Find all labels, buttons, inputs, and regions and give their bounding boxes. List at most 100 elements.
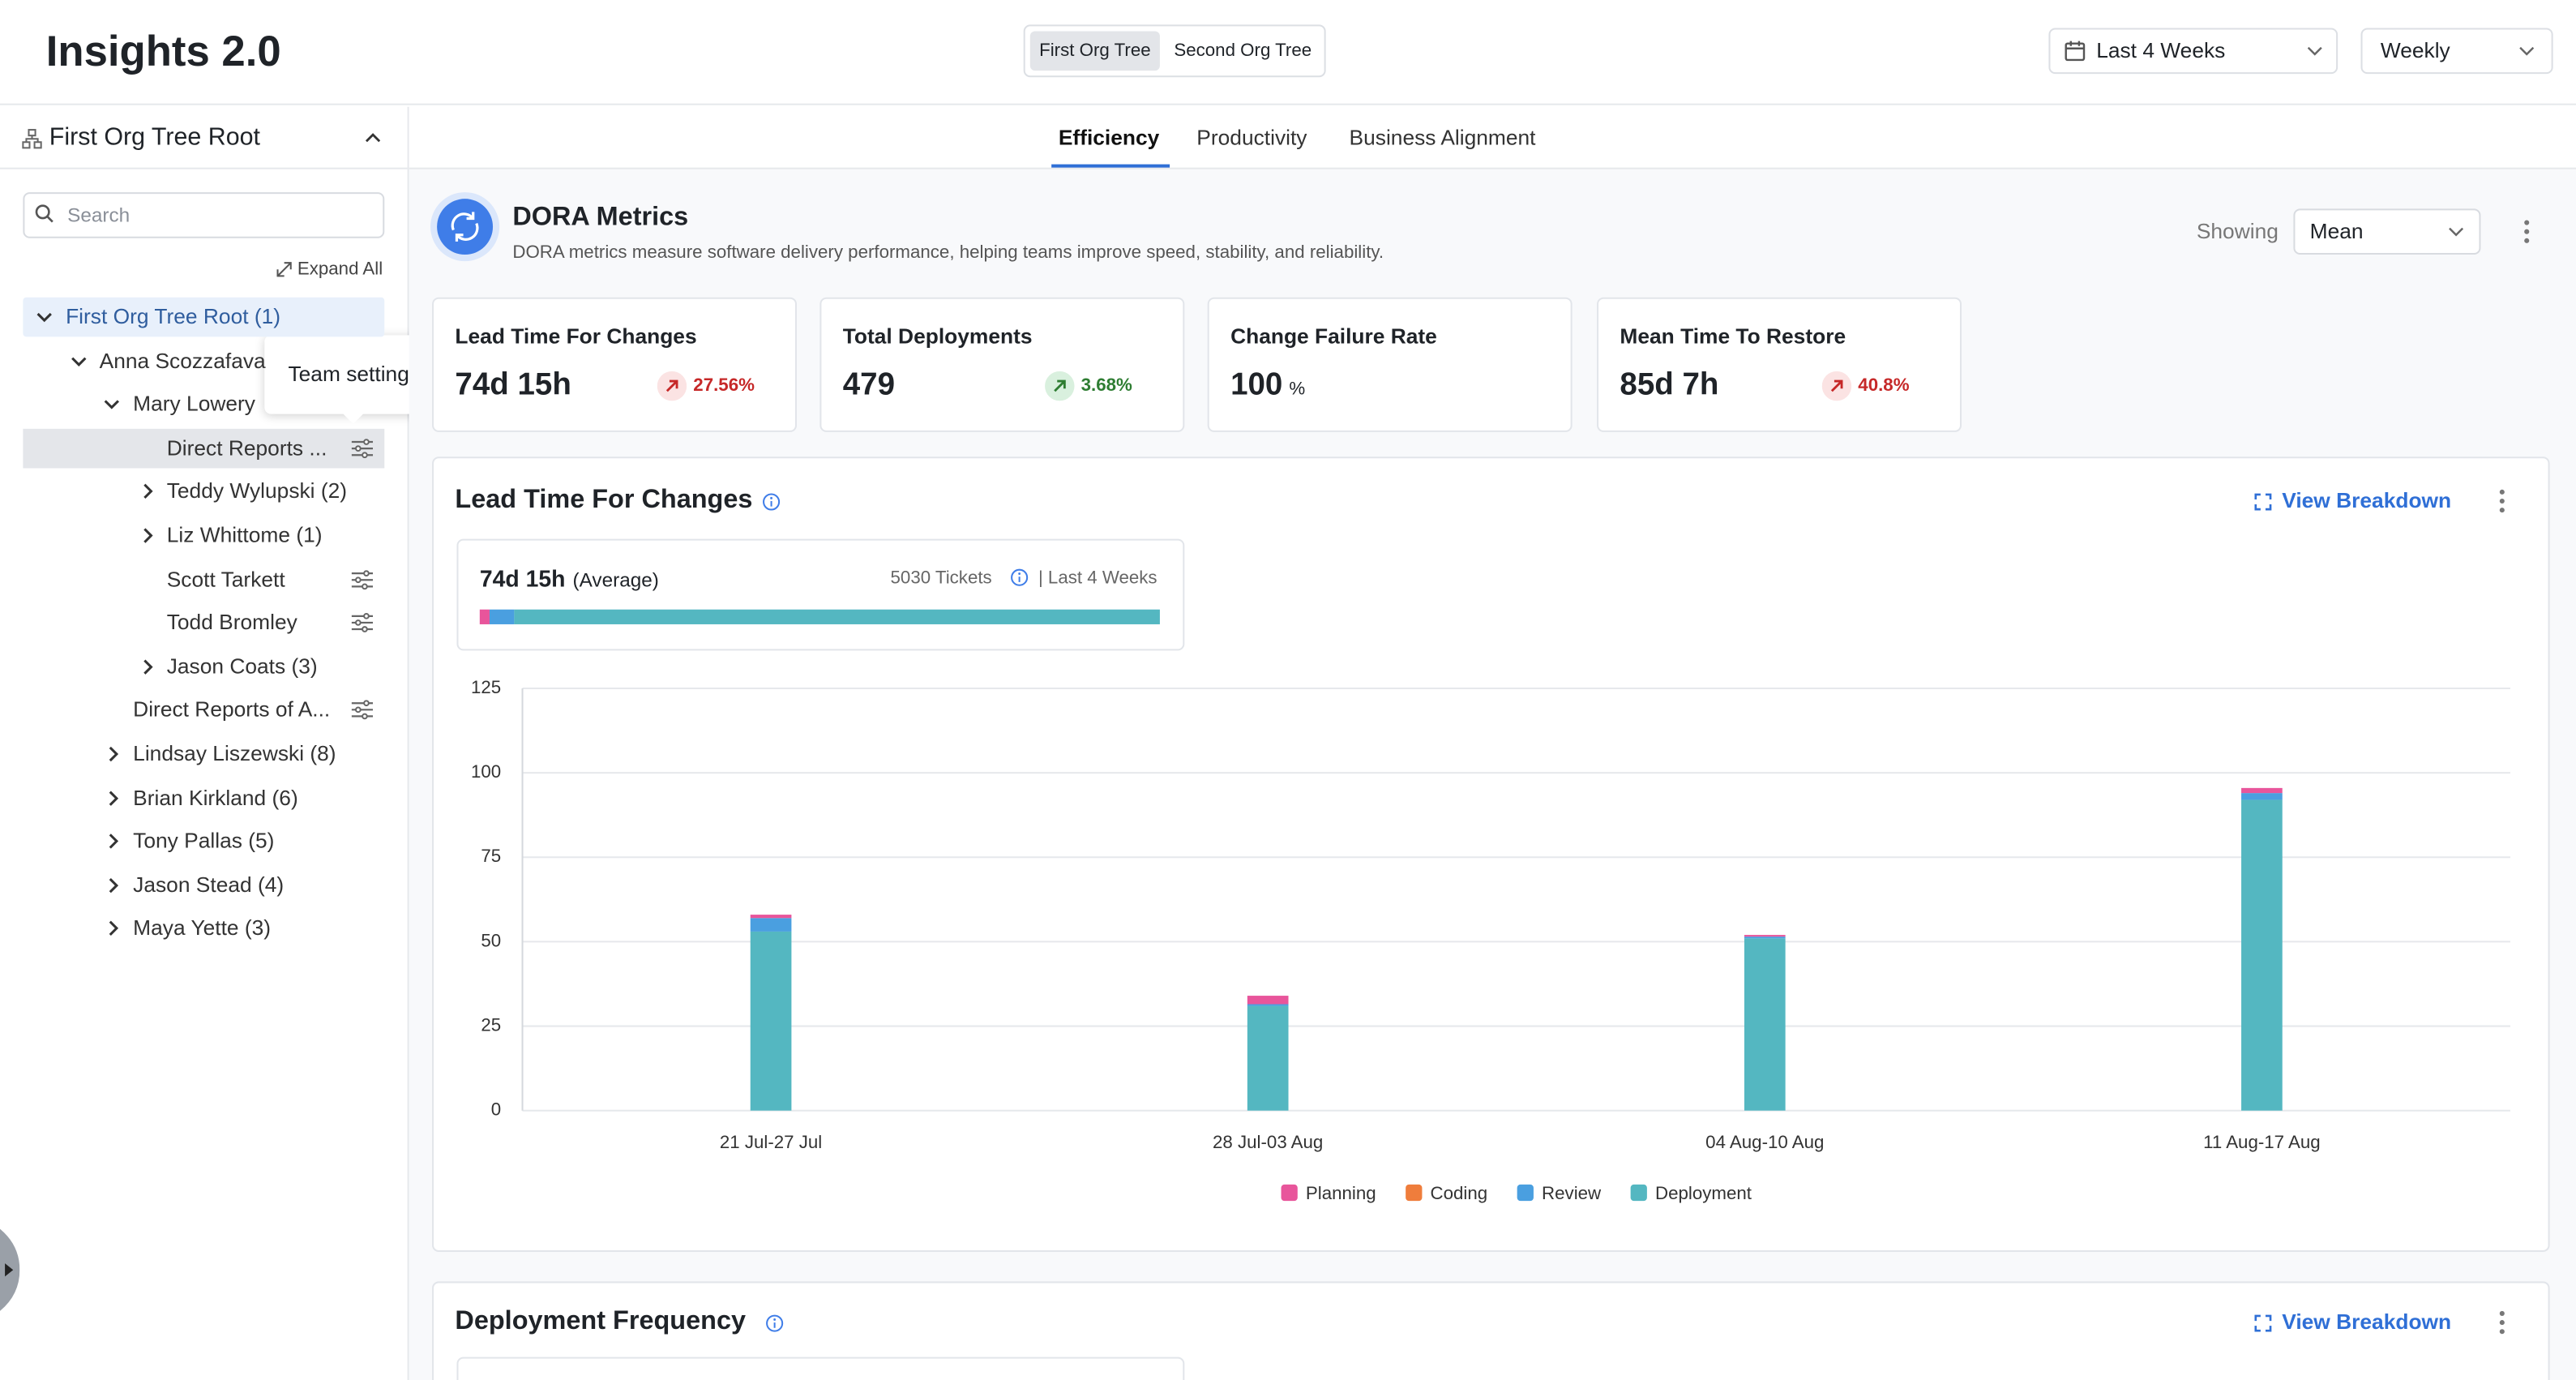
search-icon [35,204,53,223]
tree-row-label[interactable]: Jason Stead (4) [133,872,285,897]
metric-name: Lead Time For Changes [455,324,697,349]
chevron-up[interactable] [365,131,381,144]
chevron-closed[interactable] [107,790,120,806]
team-settings-icon[interactable] [351,438,374,458]
date-range-dropdown[interactable] [2048,28,2339,75]
tree-row-label[interactable]: Todd Bromley [166,610,297,635]
y-tick-label: 25 [481,1014,501,1035]
legend-swatch [1406,1184,1423,1202]
expand-icon [276,262,292,277]
calendar-icon [2065,41,2086,62]
dora-icon [430,192,500,262]
tree-row-label[interactable]: Lindsay Liszewski (8) [133,740,336,766]
y-tick-label: 125 [471,677,501,697]
section-title: DORA Metrics [512,204,689,232]
view-breakdown[interactable]: View Breakdown [2282,487,2452,513]
y-tick-label: 75 [481,846,501,866]
date-range-value: Last 4 Weeks [2096,37,2226,62]
bar-segment [1247,1005,1289,1111]
summary-box [456,538,1185,651]
sidebar-root[interactable]: First Org Tree Root [49,122,260,152]
interval-value: Weekly [2380,37,2450,62]
tree-row-label[interactable]: Direct Reports of A... [133,696,331,722]
org-toggle-option[interactable]: First Org Tree [1029,31,1160,71]
metric-card [1597,297,1962,432]
view-breakdown[interactable]: View Breakdown [2282,1309,2452,1335]
lead-time-chart: 0 25 50 75 100 125 21 Jul-27 Jul 28 Jul-03 Aug 0… [471,677,2510,1203]
trend-icon [1821,371,1852,401]
bar-segment [750,915,792,919]
metric-name: Mean Time To Restore [1620,324,1846,349]
trend-icon [657,371,687,401]
card-title: Deployment Frequency [455,1307,747,1336]
chevron-open[interactable] [36,311,53,324]
tree-row-label[interactable]: Brian Kirkland (6) [133,784,298,810]
selected-row [23,428,385,469]
y-tick-label: 100 [471,761,501,782]
chevron-open[interactable] [104,398,120,411]
tooltip-caret [341,412,365,424]
x-tick-label: 04 Aug-10 Aug [1705,1132,1824,1152]
expand-icon [2254,1314,2272,1332]
metric-change: 27.56% [693,375,755,396]
side-handle[interactable] [0,1228,20,1311]
tree-row-label[interactable]: Teddy Wylupski (2) [166,478,348,504]
tree-row-label[interactable]: Anna Scozzafava [99,347,266,373]
chevron-open[interactable] [70,354,86,367]
org-icon [22,129,42,149]
chevron-closed[interactable] [107,920,120,936]
metric-unit: % [1289,379,1306,400]
tree-row-label[interactable]: Scott Tarkett [166,566,285,591]
metric-value: 74d 15h [455,367,571,403]
metric-change: 3.68% [1080,375,1132,396]
bar-segment [1744,938,1786,1111]
tree-row-label[interactable]: Tony Pallas (5) [133,828,275,853]
tree-row-label[interactable]: Maya Yette (3) [133,915,272,941]
bar-segment [1247,1004,1289,1006]
tree-row-label[interactable]: First Org Tree Root (1) [66,303,281,329]
summary-qualifier: (Average) [572,568,659,592]
kebab-menu[interactable] [2520,218,2533,244]
legend-label: Deployment [1655,1183,1752,1203]
ticket-count: 5030 Tickets [890,568,992,589]
chevron-closed[interactable] [140,658,153,675]
chevron-closed[interactable] [107,746,120,762]
legend-label: Review [1542,1183,1602,1203]
team-settings-icon[interactable] [351,569,374,589]
tree-row-label[interactable]: Jason Coats (3) [166,654,318,679]
legend-label: Planning [1306,1183,1376,1203]
chevron-closed[interactable] [107,877,120,894]
tab[interactable]: Efficiency [1058,124,1160,150]
tab[interactable]: Business Alignment [1349,124,1536,150]
bar-segment [2241,799,2283,1111]
tab[interactable]: Productivity [1196,124,1307,150]
summary-segment [479,609,490,624]
trend-icon [1045,371,1075,401]
chevron-down [2307,46,2322,56]
tree-row-label[interactable]: Liz Whittome (1) [166,522,323,547]
tree-row-label[interactable]: Direct Reports ... [166,435,327,460]
legend-swatch [1281,1184,1298,1202]
metric-card [432,297,797,432]
kebab-menu[interactable] [2496,488,2509,514]
showing-value: Mean [2309,218,2364,243]
chevron-down [2449,227,2464,237]
metric-value: 85d 7h [1620,367,1719,403]
tree-row-label[interactable]: Mary Lowery [133,391,256,417]
chevron-down [2519,46,2535,56]
chevron-closed[interactable] [140,527,153,543]
chevron-closed[interactable] [107,834,120,850]
org-toggle-option[interactable]: Second Org Tree [1174,41,1312,61]
search-placeholder: Search [67,204,131,227]
expand-all[interactable]: Expand All [297,259,383,280]
kebab-menu[interactable] [2496,1309,2509,1335]
team-settings-icon[interactable] [351,701,374,721]
showing-dropdown[interactable] [2293,208,2481,255]
chevron-closed[interactable] [140,483,153,499]
showing-label: Showing [2196,218,2279,243]
interval-dropdown[interactable] [2360,28,2553,75]
search-box[interactable] [23,192,385,238]
team-settings-icon[interactable] [351,613,374,633]
legend: Planning Coding Review Deployment [1281,1183,1752,1203]
